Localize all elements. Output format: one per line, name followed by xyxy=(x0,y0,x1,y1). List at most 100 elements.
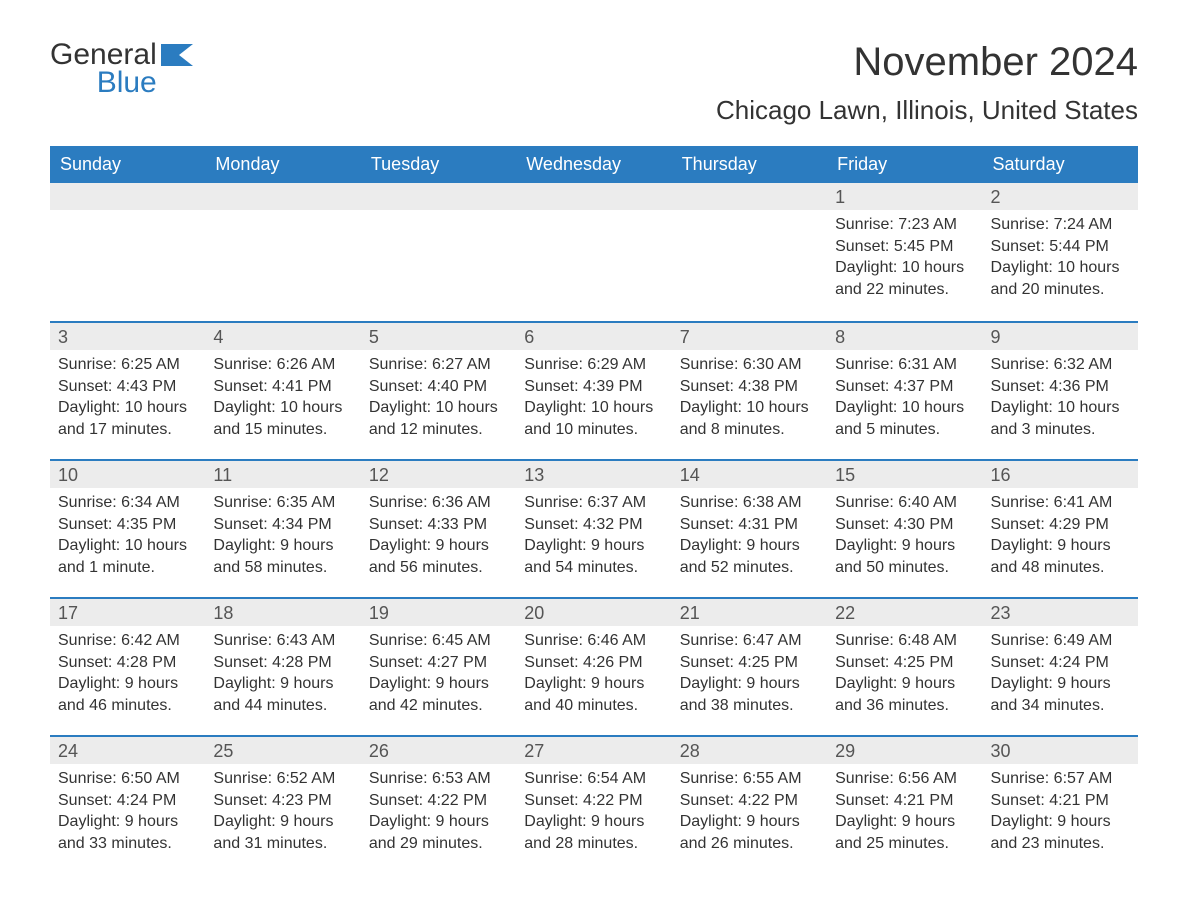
day-body: Sunrise: 6:30 AMSunset: 4:38 PMDaylight:… xyxy=(672,350,827,440)
day-number: 1 xyxy=(827,183,982,210)
day-number: 28 xyxy=(672,737,827,764)
sunrise-text: Sunrise: 6:41 AM xyxy=(991,492,1130,514)
daylight-text: Daylight: 10 hours and 5 minutes. xyxy=(835,397,974,440)
daylight-text: Daylight: 9 hours and 36 minutes. xyxy=(835,673,974,716)
week-row: 3 Sunrise: 6:25 AMSunset: 4:43 PM Daylight… xyxy=(50,321,1138,459)
weekday-header: Monday xyxy=(205,146,360,183)
day-body: Sunrise: 6:36 AMSunset: 4:33 PMDaylight:… xyxy=(361,488,516,578)
sunset-text: Sunset: 4:30 PM xyxy=(835,514,974,536)
sunset-text: Sunset: 4:40 PM xyxy=(369,376,508,398)
sunrise-text: Sunrise: 6:32 AM xyxy=(991,354,1130,376)
day-body: Sunrise: 6:49 AMSunset: 4:24 PMDaylight:… xyxy=(983,626,1138,716)
day-number: 13 xyxy=(516,461,671,488)
month-title: November 2024 xyxy=(716,40,1138,85)
sunset-text: Sunset: 4:32 PM xyxy=(524,514,663,536)
calendar: SundayMondayTuesdayWednesdayThursdayFrid… xyxy=(50,146,1138,873)
day-body: Sunrise: 7:23 AMSunset: 5:45 PMDaylight:… xyxy=(827,210,982,300)
day-body: Sunrise: 6:32 AMSunset: 4:36 PMDaylight:… xyxy=(983,350,1138,440)
sunrise-text: Sunrise: 6:47 AM xyxy=(680,630,819,652)
day-number: 25 xyxy=(205,737,360,764)
day-body: Sunrise: 6:29 AMSunset: 4:39 PMDaylight:… xyxy=(516,350,671,440)
day-body: Sunrise: 6:55 AMSunset: 4:22 PMDaylight:… xyxy=(672,764,827,854)
sunrise-text: Sunrise: 6:31 AM xyxy=(835,354,974,376)
sunrise-text: Sunrise: 6:29 AM xyxy=(524,354,663,376)
daylight-text: Daylight: 9 hours and 34 minutes. xyxy=(991,673,1130,716)
day-cell: 29Sunrise: 6:56 AMSunset: 4:21 PMDayligh… xyxy=(827,737,982,873)
day-body: Sunrise: 6:53 AMSunset: 4:22 PMDaylight:… xyxy=(361,764,516,854)
sunset-text: Sunset: 4:31 PM xyxy=(680,514,819,536)
day-body: Sunrise: 6:48 AMSunset: 4:25 PMDaylight:… xyxy=(827,626,982,716)
day-cell: 13Sunrise: 6:37 AMSunset: 4:32 PMDayligh… xyxy=(516,461,671,597)
day-cell: 8Sunrise: 6:31 AMSunset: 4:37 PMDaylight… xyxy=(827,323,982,459)
sunset-text: Sunset: 5:44 PM xyxy=(991,236,1130,258)
sunset-text: Sunset: 4:39 PM xyxy=(524,376,663,398)
day-body: Sunrise: 6:46 AMSunset: 4:26 PMDaylight:… xyxy=(516,626,671,716)
sunrise-text: Sunrise: 6:42 AM xyxy=(58,630,197,652)
sunset-text: Sunset: 4:21 PM xyxy=(835,790,974,812)
day-number: 9 xyxy=(983,323,1138,350)
daylight-text: Daylight: 10 hours and 15 minutes. xyxy=(213,397,352,440)
day-body: Sunrise: 6:37 AMSunset: 4:32 PMDaylight:… xyxy=(516,488,671,578)
day-number: 18 xyxy=(205,599,360,626)
weekday-header-row: SundayMondayTuesdayWednesdayThursdayFrid… xyxy=(50,146,1138,183)
sunset-text: Sunset: 4:43 PM xyxy=(58,376,197,398)
day-cell: 14Sunrise: 6:38 AMSunset: 4:31 PMDayligh… xyxy=(672,461,827,597)
sunset-text: Sunset: 4:34 PM xyxy=(213,514,352,536)
sunrise-text: Sunrise: 6:53 AM xyxy=(369,768,508,790)
daylight-text: Daylight: 9 hours and 25 minutes. xyxy=(835,811,974,854)
day-number-empty xyxy=(361,183,516,210)
daylight-text: Daylight: 9 hours and 54 minutes. xyxy=(524,535,663,578)
day-cell: 28Sunrise: 6:55 AMSunset: 4:22 PMDayligh… xyxy=(672,737,827,873)
sunrise-text: Sunrise: 6:27 AM xyxy=(369,354,508,376)
day-number-empty xyxy=(516,183,671,210)
day-number: 6 xyxy=(516,323,671,350)
sunset-text: Sunset: 4:29 PM xyxy=(991,514,1130,536)
day-cell: 10Sunrise: 6:34 AMSunset: 4:35 PMDayligh… xyxy=(50,461,205,597)
day-number: 3 xyxy=(50,323,205,350)
sunrise-text: Sunrise: 6:48 AM xyxy=(835,630,974,652)
day-number: 11 xyxy=(205,461,360,488)
day-body: Sunrise: 6:45 AMSunset: 4:27 PMDaylight:… xyxy=(361,626,516,716)
day-cell xyxy=(516,183,671,321)
daylight-text: Daylight: 9 hours and 28 minutes. xyxy=(524,811,663,854)
sunset-text: Sunset: 4:22 PM xyxy=(524,790,663,812)
weekday-header: Friday xyxy=(827,146,982,183)
day-cell: 20Sunrise: 6:46 AMSunset: 4:26 PMDayligh… xyxy=(516,599,671,735)
weekday-header: Sunday xyxy=(50,146,205,183)
day-body: Sunrise: 6:56 AMSunset: 4:21 PMDaylight:… xyxy=(827,764,982,854)
day-body: Sunrise: 7:24 AMSunset: 5:44 PMDaylight:… xyxy=(983,210,1138,300)
sunrise-text: Sunrise: 6:38 AM xyxy=(680,492,819,514)
day-number-empty xyxy=(672,183,827,210)
day-body: Sunrise: 6:31 AMSunset: 4:37 PMDaylight:… xyxy=(827,350,982,440)
sunset-text: Sunset: 4:35 PM xyxy=(58,514,197,536)
sunrise-text: Sunrise: 6:34 AM xyxy=(58,492,197,514)
day-number: 23 xyxy=(983,599,1138,626)
sunrise-text: Sunrise: 6:46 AM xyxy=(524,630,663,652)
weekday-header: Tuesday xyxy=(361,146,516,183)
sunrise-text: Sunrise: 6:54 AM xyxy=(524,768,663,790)
day-number: 22 xyxy=(827,599,982,626)
day-body: Sunrise: 6:41 AMSunset: 4:29 PMDaylight:… xyxy=(983,488,1138,578)
day-cell: 26Sunrise: 6:53 AMSunset: 4:22 PMDayligh… xyxy=(361,737,516,873)
day-body: Sunrise: 6:35 AMSunset: 4:34 PMDaylight:… xyxy=(205,488,360,578)
day-body: Sunrise: 6:47 AMSunset: 4:25 PMDaylight:… xyxy=(672,626,827,716)
sunrise-text: Sunrise: 6:56 AM xyxy=(835,768,974,790)
day-cell: 22Sunrise: 6:48 AMSunset: 4:25 PMDayligh… xyxy=(827,599,982,735)
day-body: Sunrise: 6:50 AMSunset: 4:24 PMDaylight:… xyxy=(50,764,205,854)
day-cell: 17Sunrise: 6:42 AMSunset: 4:28 PMDayligh… xyxy=(50,599,205,735)
day-cell: 24Sunrise: 6:50 AMSunset: 4:24 PMDayligh… xyxy=(50,737,205,873)
day-cell xyxy=(672,183,827,321)
daylight-text: Daylight: 9 hours and 56 minutes. xyxy=(369,535,508,578)
daylight-text: Daylight: 9 hours and 33 minutes. xyxy=(58,811,197,854)
weekday-header: Saturday xyxy=(983,146,1138,183)
sunrise-text: Sunrise: 6:25 AM xyxy=(58,354,197,376)
day-cell: 21Sunrise: 6:47 AMSunset: 4:25 PMDayligh… xyxy=(672,599,827,735)
day-number: 29 xyxy=(827,737,982,764)
sunset-text: Sunset: 4:25 PM xyxy=(680,652,819,674)
sunrise-text: Sunrise: 6:52 AM xyxy=(213,768,352,790)
calendar-weeks: 1Sunrise: 7:23 AMSunset: 5:45 PMDaylight… xyxy=(50,183,1138,873)
flag-icon xyxy=(161,44,193,71)
sunset-text: Sunset: 4:37 PM xyxy=(835,376,974,398)
day-number: 17 xyxy=(50,599,205,626)
day-number: 4 xyxy=(205,323,360,350)
